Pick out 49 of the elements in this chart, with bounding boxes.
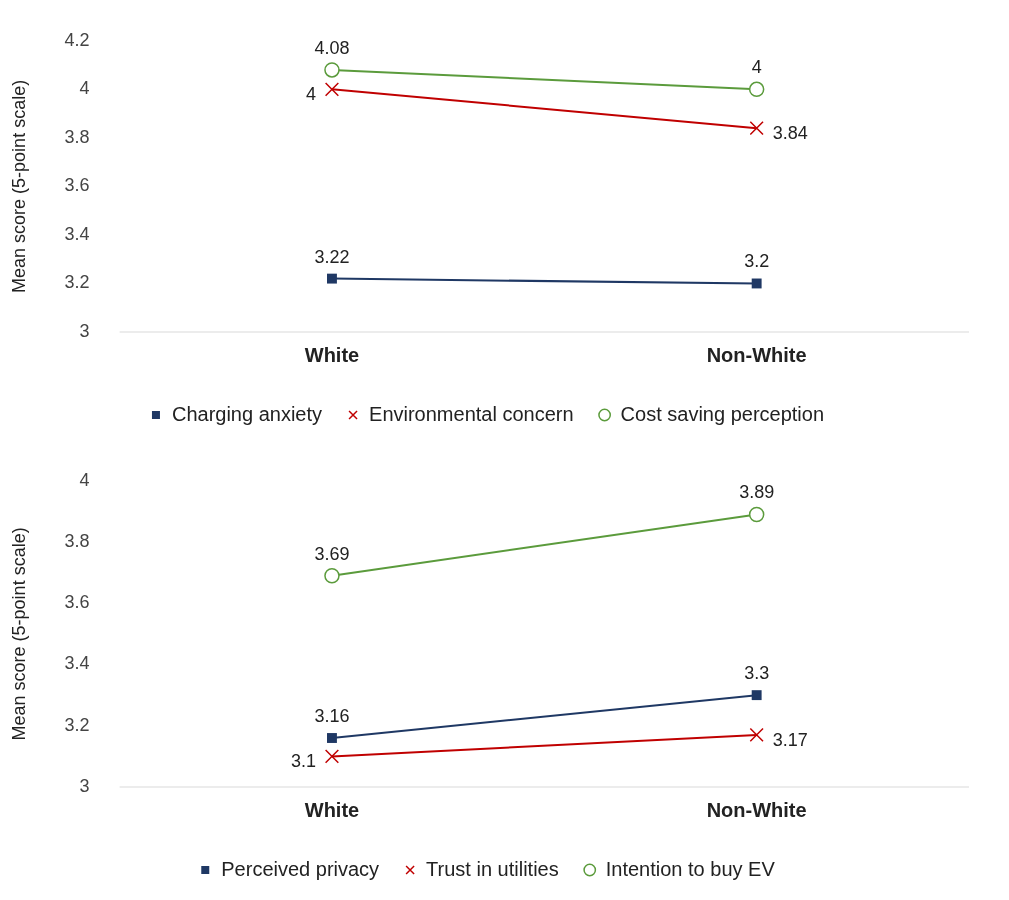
point bbox=[749, 121, 764, 136]
y-tick-label: 3.2 bbox=[64, 714, 90, 735]
data-label: 3.69 bbox=[314, 543, 350, 564]
data-label: 3.17 bbox=[772, 729, 808, 750]
y-tick-label: 4 bbox=[79, 78, 90, 99]
y-tick-label: 3.8 bbox=[64, 126, 90, 147]
data-label: 3.3 bbox=[744, 663, 770, 684]
legend-label: Trust in utilities bbox=[426, 857, 559, 880]
point bbox=[751, 278, 762, 289]
y-tick-label: 3.4 bbox=[64, 223, 90, 244]
data-label: 3.84 bbox=[772, 123, 808, 144]
y-axis-title: Mean score (5-point scale) bbox=[8, 527, 29, 741]
data-label: 3.22 bbox=[314, 246, 350, 267]
y-tick-label: 4 bbox=[79, 469, 90, 490]
y-tick-label: 3.2 bbox=[64, 272, 90, 293]
data-label: 4 bbox=[305, 84, 316, 105]
point bbox=[748, 81, 765, 98]
point bbox=[748, 506, 765, 523]
x-tick-label: White bbox=[304, 798, 360, 821]
point bbox=[327, 733, 337, 743]
y-tick-label: 4.2 bbox=[64, 29, 90, 50]
legend-label: Cost saving perception bbox=[620, 402, 825, 425]
point bbox=[324, 567, 340, 584]
y-tick-label: 3.6 bbox=[64, 592, 90, 613]
data-label: 4.08 bbox=[314, 37, 350, 58]
point bbox=[324, 749, 340, 764]
y-tick-label: 3 bbox=[79, 775, 90, 796]
y-axis-title: Mean score (5-point scale) bbox=[8, 79, 29, 293]
legend-label: Intention to buy EV bbox=[605, 857, 776, 880]
point bbox=[749, 727, 764, 743]
data-label: 4 bbox=[751, 57, 762, 78]
point bbox=[751, 690, 762, 701]
legend-label: Charging anxiety bbox=[171, 402, 323, 425]
data-label: 3.89 bbox=[739, 482, 775, 503]
y-tick-label: 3.6 bbox=[64, 175, 90, 196]
point bbox=[327, 273, 337, 284]
x-tick-label: Non-White bbox=[706, 798, 807, 821]
legend-label: Environmental concern bbox=[369, 402, 574, 425]
y-tick-label: 3.8 bbox=[64, 531, 90, 552]
point bbox=[324, 62, 340, 78]
y-tick-label: 3 bbox=[79, 320, 90, 341]
x-tick-label: Non-White bbox=[706, 343, 807, 366]
y-tick-label: 3.4 bbox=[64, 653, 90, 674]
data-label: 3.2 bbox=[744, 251, 770, 272]
data-label: 3.16 bbox=[314, 705, 350, 726]
x-tick-label: White bbox=[304, 343, 360, 366]
data-label: 3.1 bbox=[290, 751, 316, 772]
point bbox=[324, 82, 340, 97]
legend-label: Perceived privacy bbox=[221, 857, 380, 880]
